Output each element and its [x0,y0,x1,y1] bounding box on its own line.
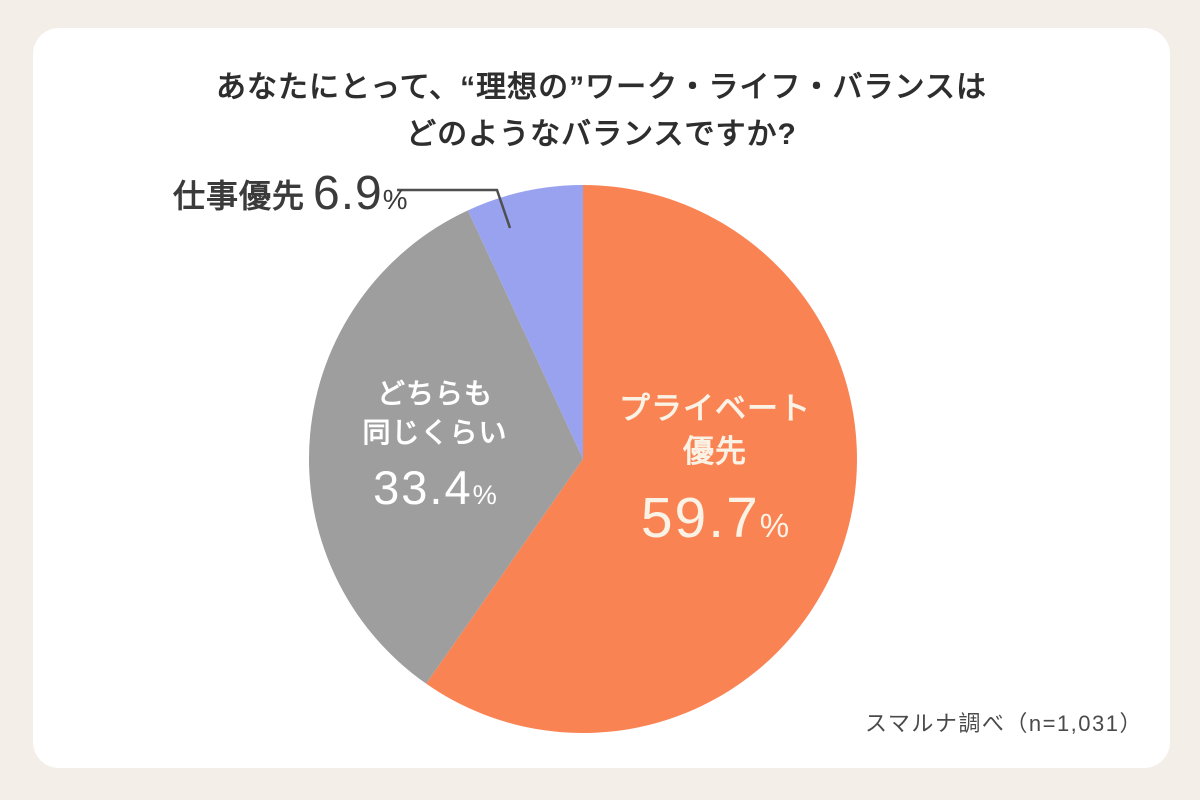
pie-slice-private-priority [426,185,857,733]
pie-slice-equal [308,210,583,684]
pie-label-private-priority-value: 59.7% [640,485,790,550]
pie-label-equal: どちらも 同じくらい 33.4% [362,375,507,511]
pie-slices [308,185,857,733]
pie-label-work-priority: 仕事優先 6.9% [173,170,408,218]
pie-label-work-priority-value: 6.9% [313,167,408,220]
pie-label-work-priority-text: 仕事優先 [173,178,306,214]
chart-title: あなたにとって、“理想の”ワーク・ライフ・バランスは どのようなバランスですか? [33,64,1170,158]
chart-title-line2: どのようなバランスですか? [406,118,797,151]
chart-title-line1: あなたにとって、“理想の”ワーク・ライフ・バランスは [216,71,987,104]
pie-slice-work-priority [467,185,583,459]
chart-card: あなたにとって、“理想の”ワーク・ライフ・バランスは どのようなバランスですか?… [33,28,1170,768]
pie-label-equal-text: どちらも 同じくらい [362,378,508,448]
pie-label-equal-value: 33.4% [373,461,497,515]
source-note: スマルナ調べ（n=1,031） [865,711,1143,736]
pie-label-private-priority-text: プライベート 優先 [619,391,811,469]
pie-label-private-priority: プライベート 優先 59.7% [619,388,811,547]
pie-chart [308,185,857,733]
callout-line [397,188,512,229]
